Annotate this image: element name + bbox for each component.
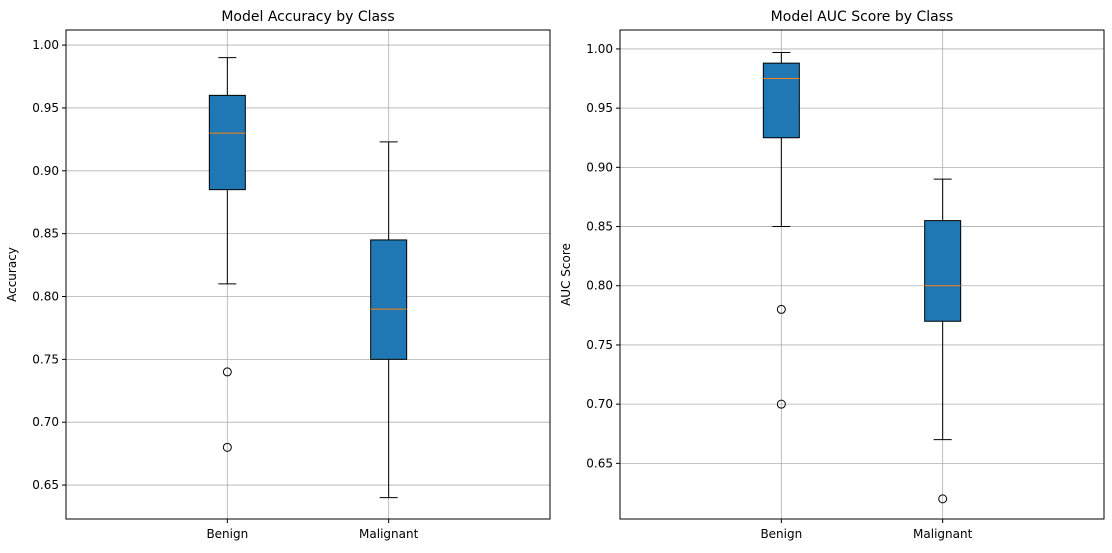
outlier-point [222, 367, 232, 377]
y-tick-label: 1.00 [32, 38, 59, 52]
outlier-point [776, 304, 786, 314]
outlier-point [776, 399, 786, 409]
outlier-point [938, 494, 948, 504]
y-tick-label: 0.85 [586, 220, 613, 234]
chart-title: Model AUC Score by Class [771, 9, 954, 25]
y-tick-label: 0.75 [586, 338, 613, 352]
box-body [924, 220, 962, 322]
axes-frame [619, 29, 1105, 520]
box-body [370, 239, 408, 360]
box-malignant [924, 178, 962, 504]
x-tick-label: Malignant [359, 527, 419, 541]
axes-frame [65, 29, 551, 520]
box-benign [208, 57, 246, 452]
y-tick-label: 0.70 [32, 415, 59, 429]
y-tick-label: 1.00 [586, 42, 613, 56]
box-body [762, 62, 800, 139]
y-axis-label: Accuracy [5, 247, 19, 302]
x-tick-label: Malignant [913, 527, 973, 541]
outlier-point [222, 442, 232, 452]
y-tick-label: 0.95 [586, 101, 613, 115]
y-tick-label: 0.80 [586, 279, 613, 293]
box-body [208, 94, 246, 191]
y-tick-label: 0.85 [32, 227, 59, 241]
chart-title: Model Accuracy by Class [221, 9, 394, 25]
box-benign [762, 51, 800, 409]
y-tick-label: 0.70 [586, 397, 613, 411]
y-tick-label: 0.65 [32, 478, 59, 492]
y-tick-label: 0.65 [586, 456, 613, 470]
y-axis-label: AUC Score [559, 243, 573, 306]
y-tick-label: 0.75 [32, 352, 59, 366]
box-malignant [370, 141, 408, 499]
y-tick-label: 0.80 [32, 289, 59, 303]
chart-panel-2: 0.65 0.70 0.75 0.80 0.85 0.90 0.95 1.00 Benign Ma… [559, 9, 1105, 541]
chart-panel-1: 0.65 0.70 0.75 0.80 0.85 0.90 0.95 1.00 Benign Ma… [5, 9, 551, 541]
y-tick-label: 0.95 [32, 101, 59, 115]
x-tick-label: Benign [760, 527, 802, 541]
y-tick-label: 0.90 [586, 160, 613, 174]
x-tick-label: Benign [206, 527, 248, 541]
y-tick-label: 0.90 [32, 164, 59, 178]
